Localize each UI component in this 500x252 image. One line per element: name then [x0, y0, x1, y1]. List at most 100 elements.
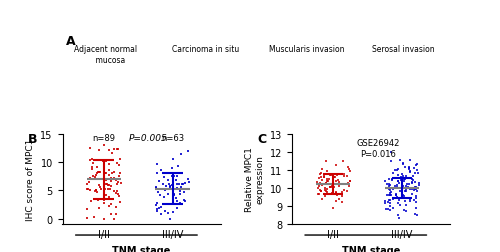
- Point: [321, 186, 329, 190]
- Point: [152, 162, 160, 166]
- Point: [108, 151, 116, 155]
- Point: [112, 178, 120, 182]
- Point: [338, 190, 345, 194]
- Point: [406, 158, 414, 162]
- Point: [412, 200, 420, 204]
- Point: [392, 196, 400, 200]
- Point: [400, 165, 408, 169]
- Point: [100, 201, 108, 205]
- Point: [382, 193, 390, 197]
- Point: [404, 182, 411, 186]
- Point: [172, 196, 180, 200]
- Point: [101, 171, 109, 175]
- Point: [176, 201, 184, 205]
- Point: [396, 178, 404, 182]
- Point: [394, 196, 402, 200]
- Point: [345, 184, 353, 188]
- Point: [408, 177, 416, 181]
- Point: [392, 194, 400, 198]
- Point: [338, 200, 346, 204]
- Point: [322, 159, 330, 163]
- Point: [326, 173, 334, 177]
- Point: [152, 172, 160, 176]
- Point: [386, 204, 394, 208]
- Point: [402, 187, 409, 191]
- Point: [174, 165, 182, 169]
- Point: [398, 190, 406, 194]
- Point: [112, 191, 120, 195]
- Point: [168, 166, 175, 170]
- Point: [332, 191, 340, 195]
- Point: [106, 163, 114, 167]
- Text: A: A: [66, 35, 76, 48]
- Point: [406, 197, 414, 201]
- Point: [396, 176, 404, 180]
- Point: [342, 175, 350, 179]
- Point: [115, 194, 123, 198]
- Point: [110, 147, 118, 151]
- Point: [88, 174, 96, 178]
- Point: [100, 199, 108, 203]
- Point: [318, 179, 326, 183]
- Point: [102, 178, 110, 182]
- Point: [160, 195, 168, 199]
- Point: [332, 191, 340, 195]
- Text: B: B: [28, 132, 37, 145]
- Point: [154, 187, 162, 191]
- Point: [92, 188, 100, 193]
- Point: [331, 175, 339, 179]
- Point: [386, 193, 394, 197]
- Point: [105, 204, 113, 208]
- Point: [90, 162, 98, 166]
- Point: [402, 174, 410, 178]
- Point: [160, 175, 168, 179]
- Point: [116, 174, 124, 178]
- Point: [94, 198, 102, 202]
- Point: [322, 182, 330, 186]
- Point: [184, 177, 192, 181]
- Point: [181, 181, 189, 185]
- Point: [402, 196, 410, 200]
- Point: [318, 175, 326, 179]
- Point: [178, 183, 186, 187]
- Point: [386, 194, 394, 198]
- Point: [314, 192, 322, 196]
- Point: [330, 193, 338, 197]
- Point: [384, 182, 392, 186]
- Point: [408, 192, 416, 196]
- Point: [104, 182, 112, 186]
- Point: [96, 149, 104, 153]
- Point: [318, 197, 326, 201]
- Point: [332, 164, 340, 168]
- Point: [317, 189, 325, 193]
- Point: [98, 187, 106, 191]
- Point: [152, 186, 160, 190]
- Point: [317, 171, 325, 175]
- Point: [386, 191, 394, 195]
- Point: [102, 194, 110, 198]
- Point: [82, 187, 90, 191]
- Point: [106, 158, 114, 162]
- Point: [185, 180, 193, 184]
- Point: [180, 190, 188, 194]
- Point: [116, 200, 124, 204]
- Point: [392, 193, 400, 197]
- Point: [399, 163, 407, 167]
- Point: [161, 209, 169, 213]
- Point: [340, 172, 348, 176]
- Point: [396, 189, 404, 193]
- Point: [395, 216, 403, 220]
- Point: [398, 174, 406, 178]
- Point: [387, 190, 395, 194]
- Point: [396, 181, 404, 185]
- Point: [402, 209, 409, 213]
- Point: [114, 148, 122, 152]
- Point: [410, 167, 418, 171]
- Point: [412, 190, 420, 194]
- Point: [392, 192, 400, 196]
- Point: [106, 179, 114, 183]
- Point: [112, 212, 120, 216]
- Point: [88, 200, 96, 204]
- Point: [394, 214, 402, 218]
- Point: [408, 186, 416, 190]
